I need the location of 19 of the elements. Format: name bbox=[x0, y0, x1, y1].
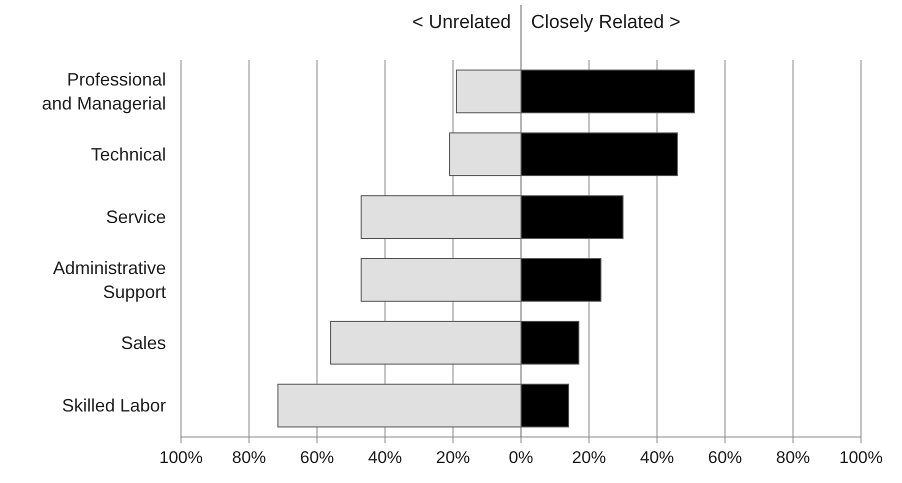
y-tick-label: Skilled Labor bbox=[62, 396, 166, 416]
y-tick-label: Technical bbox=[90, 144, 166, 164]
x-tick-label: 40% bbox=[640, 448, 674, 467]
y-tick-label: Service bbox=[106, 207, 166, 228]
series-label: < Unrelated bbox=[412, 12, 511, 33]
x-tick-label: 20% bbox=[572, 448, 606, 467]
x-tick-label: 80% bbox=[776, 448, 810, 467]
x-tick-label: 0% bbox=[508, 448, 534, 467]
x-tick-label: 60% bbox=[300, 448, 334, 467]
y-tick-label: Sales bbox=[120, 332, 166, 353]
y-tick-label: Administrative Support bbox=[52, 258, 166, 302]
x-tick-label: 80% bbox=[232, 448, 266, 467]
x-tick-label: 20% bbox=[436, 448, 470, 467]
series-label: Closely Related > bbox=[531, 12, 680, 33]
x-tick-label: 40% bbox=[368, 448, 402, 467]
y-tick-label: Professional and Managerial bbox=[42, 69, 166, 114]
x-tick-label: 100% bbox=[159, 448, 203, 467]
x-tick-label: 60% bbox=[708, 448, 742, 467]
x-tick-label: 100% bbox=[839, 448, 883, 467]
